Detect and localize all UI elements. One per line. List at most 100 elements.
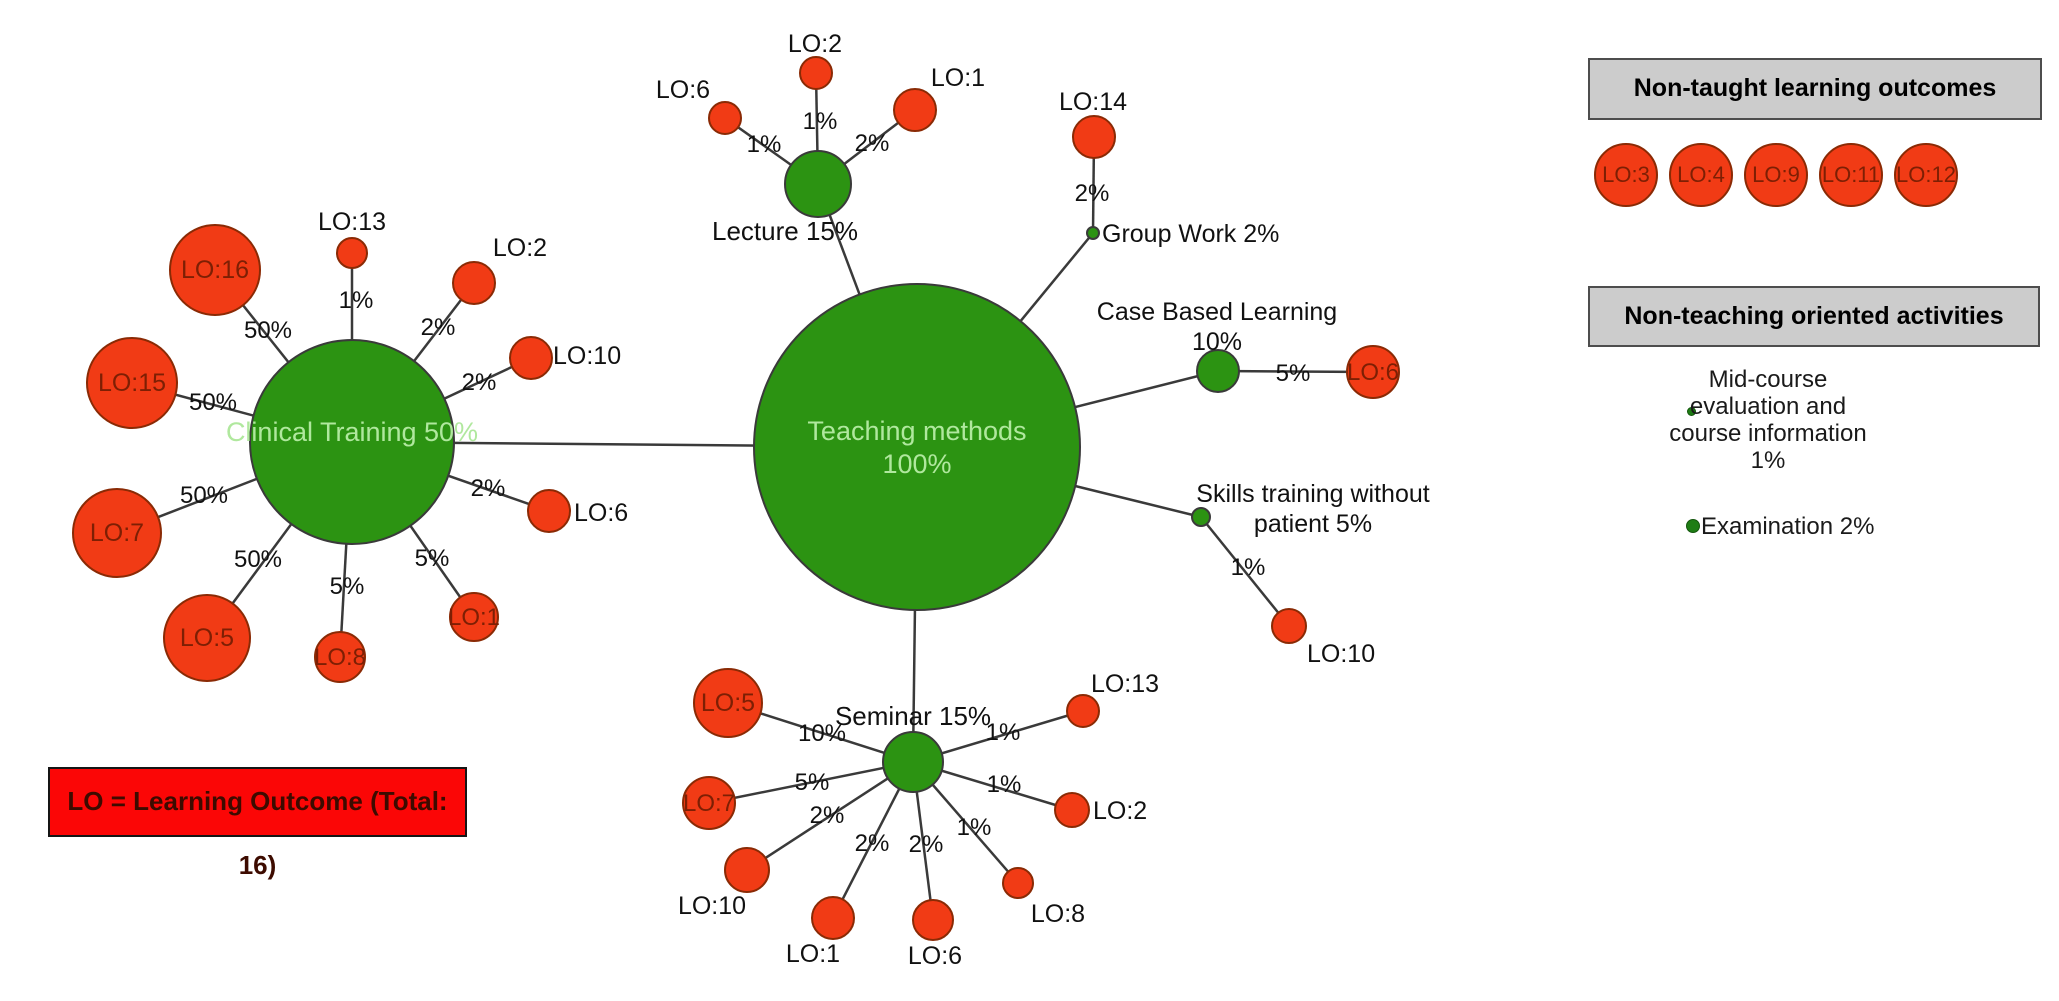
node-label-seminar-lo1: LO:1 [786, 940, 840, 968]
node-label-groupwork-lo14: LO:14 [1059, 88, 1127, 116]
examination-dot-icon [1686, 519, 1700, 533]
node-seminar-lo13 [1066, 694, 1100, 728]
node-label-cbl-lo6: LO:6 [1347, 359, 1399, 386]
legend-outcome-circle: LO:9 [1744, 143, 1808, 207]
node-skills-training [1191, 507, 1211, 527]
legend-non-taught-title: Non-taught learning outcomes [1633, 74, 1997, 102]
edge-seminar-lo7 [708, 760, 914, 805]
node-group-work [1086, 226, 1100, 240]
node-label-lecture-lo1: LO:1 [931, 64, 985, 92]
node-lecture [784, 150, 852, 218]
mid-course-line: course information [1669, 420, 1867, 447]
mid-course-entry: Mid-course evaluation and course informa… [1648, 366, 1888, 474]
node-clinical-lo16 [169, 224, 261, 316]
node-clinical-lo8 [314, 631, 366, 683]
mid-course-dot-icon [1687, 407, 1696, 416]
edge-label-clinical-lo15: 50% [189, 389, 237, 416]
legend-non-teaching-title: Non-teaching oriented activities [1624, 302, 2004, 330]
node-label-clinical-lo8: LO:8 [314, 644, 366, 671]
node-label-seminar-lo5: LO:5 [701, 689, 755, 717]
legend-outcome-circle: LO:4 [1669, 143, 1733, 207]
node-clinical-lo5 [163, 594, 251, 682]
node-label-lecture: Lecture 15% [712, 216, 858, 246]
node-cbl-lo6 [1346, 345, 1400, 399]
legend-outcome-label: LO:9 [1752, 162, 1800, 187]
edge-label-clinical-lo13: 1% [339, 287, 374, 314]
node-label-seminar-lo10: LO:10 [678, 892, 746, 920]
node-label-case-based-learning: Case Based Learning 10% [1097, 298, 1337, 356]
edge-label-seminar-lo2: 1% [987, 771, 1022, 798]
mid-course-line: evaluation and [1689, 393, 1847, 420]
edge-label-lecture-lo2: 1% [803, 108, 838, 135]
edge-label-cbl-lo6: 5% [1276, 360, 1311, 387]
node-clinical-lo2 [452, 261, 496, 305]
edge-label-clinical-lo6: 2% [471, 475, 506, 502]
mid-course-line: 1% [1750, 447, 1786, 474]
edge-label-clinical-lo7: 50% [180, 482, 228, 509]
node-groupwork-lo14 [1072, 115, 1116, 159]
edge-label-clinical-lo5: 50% [234, 546, 282, 573]
edge-label-groupwork-lo14: 2% [1075, 180, 1110, 207]
edge-label-seminar-lo5: 10% [798, 720, 846, 747]
node-seminar-lo10 [724, 847, 770, 893]
legend-non-teaching-header: Non-teaching oriented activities [1588, 286, 2040, 347]
legend-outcome-label: LO:11 [1821, 162, 1881, 187]
node-label-seminar-lo13: LO:13 [1091, 670, 1159, 698]
edge-label-clinical-lo1: 5% [415, 545, 450, 572]
edge-label-seminar-lo6: 2% [909, 831, 944, 858]
edge-label-lecture-lo1: 2% [855, 130, 890, 157]
legend-outcome-circle: LO:11 [1819, 143, 1883, 207]
node-case-based-learning [1196, 349, 1240, 393]
node-label-clinical-lo2: LO:2 [493, 234, 547, 262]
node-seminar-lo5 [693, 668, 763, 738]
edge-label-lecture-lo6: 1% [747, 131, 782, 158]
legend-outcome-label: LO:12 [1896, 162, 1956, 187]
edge-label-clinical-lo2: 2% [421, 314, 456, 341]
node-label-clinical-training: Clinical Training 50% [226, 417, 478, 447]
edge-label-seminar-lo1: 2% [855, 830, 890, 857]
edge-label-skills-lo10: 1% [1231, 554, 1266, 581]
edge-label-seminar-lo13: 1% [986, 719, 1021, 746]
node-clinical-lo7 [72, 488, 162, 578]
node-label-clinical-lo6: LO:6 [574, 499, 628, 527]
legend-outcome-label: LO:3 [1602, 162, 1650, 187]
node-clinical-lo6 [527, 489, 571, 533]
edge-label-clinical-lo10: 2% [462, 369, 497, 396]
node-lecture-lo1 [893, 88, 937, 132]
node-label-clinical-lo1: LO:1 [448, 604, 500, 631]
node-label-clinical-lo7: LO:7 [90, 519, 144, 547]
footnote-text: LO = Learning Outcome (Total: 16) [67, 786, 448, 880]
node-label-teaching-methods: Teaching methods 100% [807, 416, 1026, 479]
node-label-seminar: Seminar 15% [835, 701, 991, 731]
edge-label-seminar-lo7: 5% [795, 769, 830, 796]
legend-non-taught-header: Non-taught learning outcomes [1588, 58, 2042, 120]
edge-label-clinical-lo16: 50% [244, 317, 292, 344]
node-lecture-lo2 [799, 56, 833, 90]
node-label-clinical-lo16: LO:16 [181, 256, 249, 284]
node-label-clinical-lo5: LO:5 [180, 624, 234, 652]
node-seminar-lo6 [912, 899, 954, 941]
node-label-seminar-lo7: LO:7 [683, 790, 735, 817]
legend-outcome-circle: LO:12 [1894, 143, 1958, 207]
edge-label-seminar-lo8: 1% [957, 814, 992, 841]
node-label-seminar-lo8: LO:8 [1031, 900, 1085, 928]
edge-label-clinical-lo8: 5% [330, 573, 365, 600]
node-clinical-lo1 [449, 592, 499, 642]
node-label-clinical-lo15: LO:15 [98, 369, 166, 397]
node-clinical-lo15 [86, 337, 178, 429]
node-seminar-lo7 [682, 776, 736, 830]
edge-skills-lo10 [1200, 516, 1290, 627]
node-label-clinical-lo13: LO:13 [318, 208, 386, 236]
node-lecture-lo6 [708, 101, 742, 135]
node-seminar-lo1 [811, 896, 855, 940]
node-seminar [882, 731, 944, 793]
node-clinical-lo10 [509, 336, 553, 380]
node-seminar-lo2 [1054, 792, 1090, 828]
edge-label-seminar-lo10: 2% [810, 802, 845, 829]
mid-course-line: Mid-course [1708, 366, 1828, 393]
node-skills-lo10 [1271, 608, 1307, 644]
examination-entry: Examination 2% [1701, 513, 1875, 540]
legend-outcome-circle: LO:3 [1594, 143, 1658, 207]
